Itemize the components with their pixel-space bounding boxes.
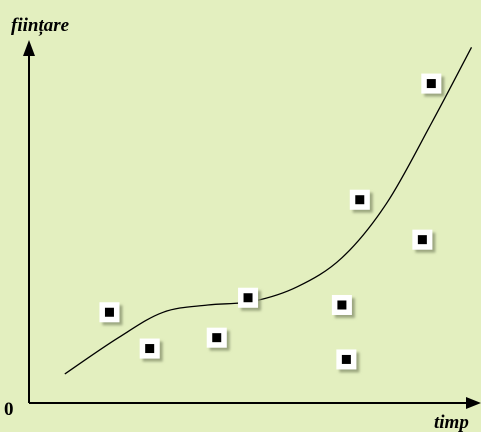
x-axis-arrow [466,397,481,409]
data-points [99,73,442,370]
data-point-dot [337,300,347,310]
x-axis-label: timp [434,412,469,432]
data-point [331,294,352,315]
axes [23,40,481,409]
data-point [336,349,357,370]
data-point-dot [212,333,222,343]
data-point [412,229,433,250]
data-point [238,287,259,308]
data-point-dot [355,195,365,205]
data-point [421,73,442,94]
data-point-dot [104,307,114,317]
data-point [206,327,227,348]
trend-curve [64,46,473,375]
data-point-dot [417,235,427,245]
data-point [99,302,120,323]
data-point-dot [145,344,155,354]
origin-label: 0 [4,399,14,420]
data-point-dot [426,79,436,89]
data-point-dot [341,354,351,364]
y-axis-label: ființare [11,15,70,36]
data-point [139,338,160,359]
y-axis-arrow [23,40,35,56]
data-point-dot [243,293,253,303]
data-point [349,189,370,210]
